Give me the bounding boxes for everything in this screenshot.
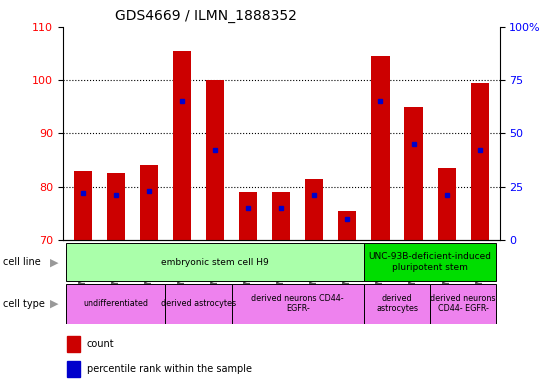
Bar (67, 361, 80, 377)
Bar (364, 284, 430, 324)
Bar (140, 166, 158, 240)
Text: derived astrocytes: derived astrocytes (161, 299, 236, 308)
Bar (272, 192, 290, 240)
Bar (239, 192, 257, 240)
Bar (66, 284, 165, 324)
Text: cell type: cell type (3, 299, 45, 309)
Bar (364, 243, 496, 281)
Bar (106, 174, 125, 240)
Text: UNC-93B-deficient-induced
pluripotent stem: UNC-93B-deficient-induced pluripotent st… (369, 252, 491, 272)
Bar (471, 83, 489, 240)
Bar (305, 179, 323, 240)
Bar (437, 168, 456, 240)
Bar (206, 80, 224, 240)
Bar (74, 171, 92, 240)
Bar (339, 211, 357, 240)
Text: GDS4669 / ILMN_1888352: GDS4669 / ILMN_1888352 (115, 9, 297, 23)
Text: ▶: ▶ (50, 257, 59, 267)
Text: percentile rank within the sample: percentile rank within the sample (87, 364, 252, 374)
Text: ▶: ▶ (50, 299, 59, 309)
Text: derived neurons CD44-
EGFR-: derived neurons CD44- EGFR- (251, 294, 344, 313)
Bar (430, 284, 496, 324)
Text: embryonic stem cell H9: embryonic stem cell H9 (161, 258, 269, 266)
Bar (405, 107, 423, 240)
Bar (232, 284, 364, 324)
Text: undifferentiated: undifferentiated (83, 299, 148, 308)
Bar (165, 284, 232, 324)
Text: cell line: cell line (3, 257, 40, 267)
Bar (173, 51, 191, 240)
Bar (66, 243, 364, 281)
Text: derived neurons
CD44- EGFR-: derived neurons CD44- EGFR- (430, 294, 496, 313)
Text: count: count (87, 339, 115, 349)
Text: derived
astrocytes: derived astrocytes (376, 294, 418, 313)
Bar (371, 56, 389, 240)
Bar (67, 336, 80, 353)
